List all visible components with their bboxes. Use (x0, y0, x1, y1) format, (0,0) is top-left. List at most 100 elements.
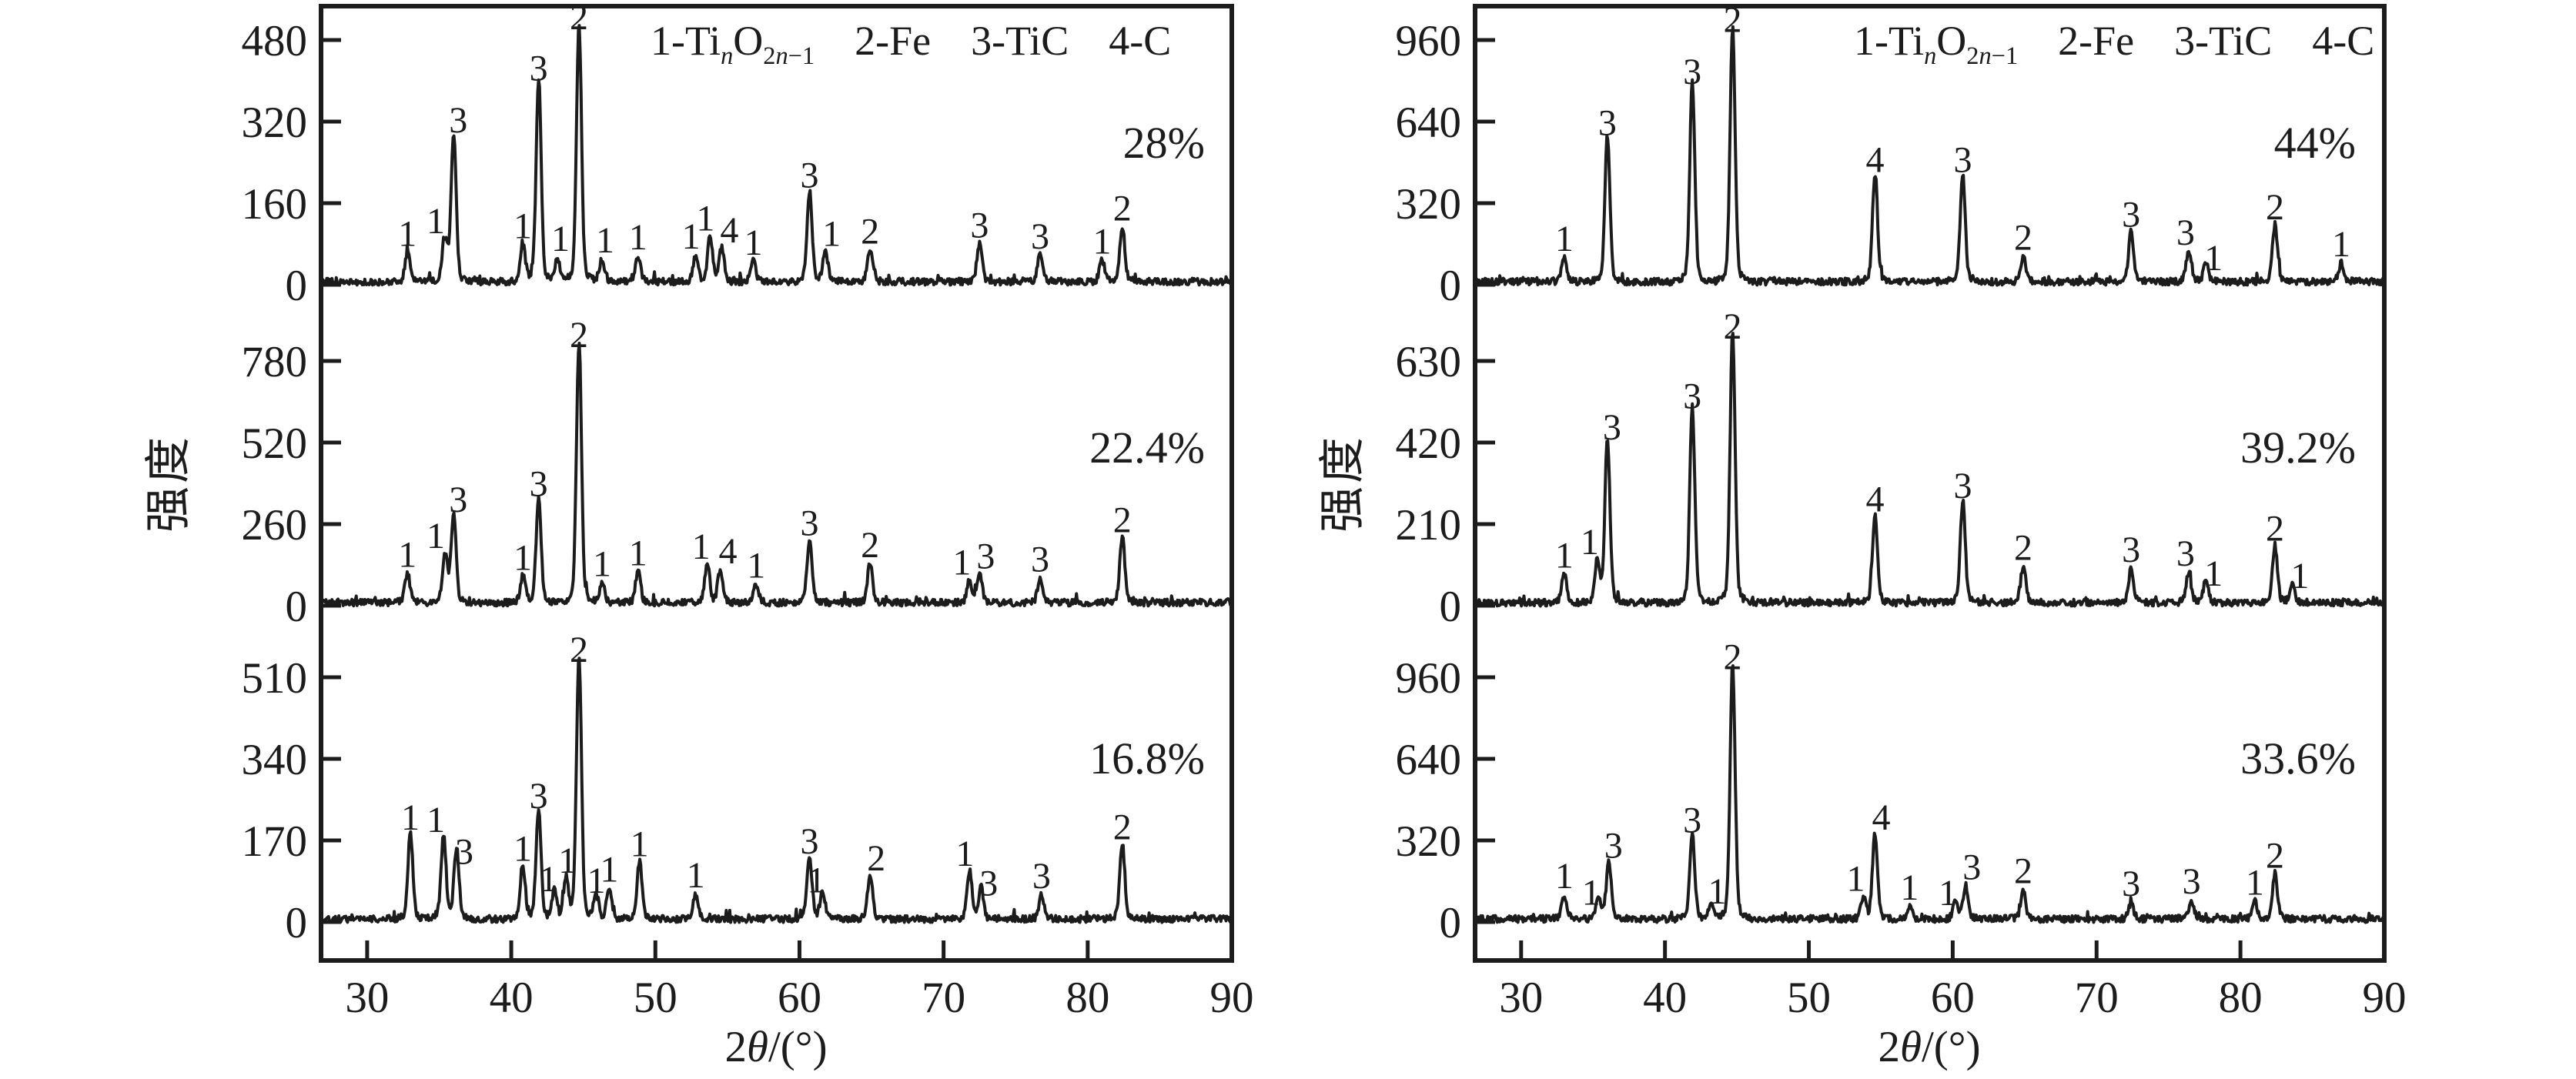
legend-item-1: 1-TinO2n−1 (1854, 18, 2019, 70)
peak-label: 1 (427, 800, 445, 840)
x-tick-label: 30 (345, 974, 389, 1022)
x-tick-label: 50 (634, 974, 677, 1022)
peak-label: 1 (1555, 219, 1574, 259)
peak-label: 1 (398, 214, 417, 255)
peak-label: 1 (587, 860, 606, 901)
x-tick-label: 30 (1499, 974, 1543, 1022)
peak-label: 1 (696, 199, 714, 239)
peak-label: 3 (530, 776, 548, 817)
y-tick-label: 320 (1396, 180, 1462, 229)
y-tick-label: 780 (242, 338, 308, 386)
peak-label: 3 (449, 100, 467, 141)
x-tick-label: 50 (1787, 974, 1831, 1022)
x-axis-title-left: 2θ/(°) (724, 1023, 828, 1071)
peak-label: 1 (514, 829, 532, 870)
peak-label: 2 (861, 525, 879, 566)
peak-label: 3 (1683, 52, 1701, 92)
peak-label: 3 (801, 503, 819, 544)
y-tick-label: 520 (242, 419, 308, 468)
y-tick-label: 480 (242, 17, 308, 65)
peak-label: 2 (1723, 636, 1741, 677)
peak-label: 1 (744, 222, 763, 263)
peak-label: 2 (2266, 508, 2284, 549)
content-label-39-2: 39.2% (2240, 423, 2356, 473)
peak-label: 2 (1723, 306, 1741, 347)
peak-label: 3 (1953, 466, 1972, 506)
peak-label: 3 (1031, 216, 1049, 257)
peak-label: 1 (1093, 222, 1112, 262)
y-tick-label: 260 (242, 501, 308, 550)
y-tick-label: 320 (242, 99, 308, 147)
legend-item-4: 4-C (1109, 18, 1172, 64)
phase-legend-left: 1-TinO2n−1 2-Fe 3-TiC 4-C (651, 17, 1172, 68)
y-axis-title-right: 强度 (1317, 434, 1368, 533)
peak-label: 2 (1113, 499, 1132, 540)
peak-label: 4 (718, 531, 737, 572)
peak-label: 1 (1847, 859, 1865, 900)
x-tick-label: 40 (1643, 974, 1687, 1022)
peak-label: 2 (1113, 188, 1132, 229)
peak-label: 3 (2122, 864, 2140, 904)
peak-label: 3 (2122, 195, 2140, 236)
peak-label: 3 (449, 479, 467, 520)
content-label-28: 28% (1122, 118, 1205, 168)
peak-label: 1 (747, 546, 765, 586)
content-label-44: 44% (2273, 118, 2356, 168)
y-tick-label: 960 (1396, 17, 1462, 65)
y-tick-label: 420 (1396, 419, 1462, 468)
peak-label: 3 (530, 48, 548, 89)
peak-label: 1 (1900, 867, 1919, 908)
peak-label: 3 (1683, 376, 1701, 417)
peak-label: 1 (1555, 536, 1574, 576)
peak-label: 3 (1031, 539, 1049, 580)
plot-border (319, 4, 1234, 963)
peak-label: 1 (514, 206, 532, 247)
peak-label: 1 (427, 516, 445, 556)
peak-label: 3 (1603, 407, 1621, 448)
plot-border (1473, 4, 2387, 963)
peak-label: 3 (1598, 102, 1617, 143)
x-axis-title-right: 2θ/(°) (1878, 1023, 1981, 1071)
peak-label: 1 (682, 216, 701, 257)
peak-label: 3 (801, 821, 819, 862)
y-tick-label: 0 (1440, 583, 1462, 631)
xrd-trace (1475, 664, 2386, 924)
legend-item-3: 3-TiC (971, 18, 1069, 64)
peak-label: 2 (1113, 807, 1132, 847)
peak-label: 2 (861, 211, 879, 252)
peak-label: 2 (570, 315, 588, 356)
y-tick-label: 320 (1396, 817, 1462, 866)
peak-label: 3 (1604, 825, 1623, 866)
peak-label: 1 (629, 217, 647, 258)
x-tick-label: 70 (922, 974, 965, 1022)
content-label-16-8: 16.8% (1089, 733, 1205, 783)
legend-item-4: 4-C (2312, 18, 2375, 64)
phase-legend-right: 1-TinO2n−1 2-Fe 3-TiC 4-C (1854, 17, 2375, 70)
peak-label: 1 (398, 534, 417, 575)
peak-label: 1 (427, 201, 445, 242)
peak-label: 2 (2266, 836, 2284, 877)
peak-label: 1 (807, 860, 825, 901)
peak-label: 3 (2176, 533, 2195, 574)
xrd-trace (322, 656, 1233, 924)
peak-label: 1 (600, 849, 618, 890)
y-tick-label: 0 (286, 899, 308, 947)
peak-label: 3 (2122, 529, 2140, 570)
peak-label: 1 (2246, 862, 2264, 903)
peak-label: 1 (687, 855, 705, 896)
peak-label: 1 (539, 859, 557, 900)
peak-label: 1 (822, 214, 841, 255)
y-tick-label: 210 (1396, 501, 1462, 550)
legend-item-2: 2-Fe (2058, 18, 2135, 64)
peak-label: 3 (801, 155, 819, 195)
peak-label: 1 (629, 533, 647, 573)
y-tick-label: 340 (242, 736, 308, 784)
peak-label: 3 (2176, 212, 2195, 253)
peak-label: 3 (530, 464, 548, 505)
peak-label: 1 (955, 833, 974, 874)
peak-label: 1 (401, 797, 420, 838)
peak-label: 1 (1581, 522, 1599, 563)
peak-label: 3 (2183, 861, 2201, 902)
